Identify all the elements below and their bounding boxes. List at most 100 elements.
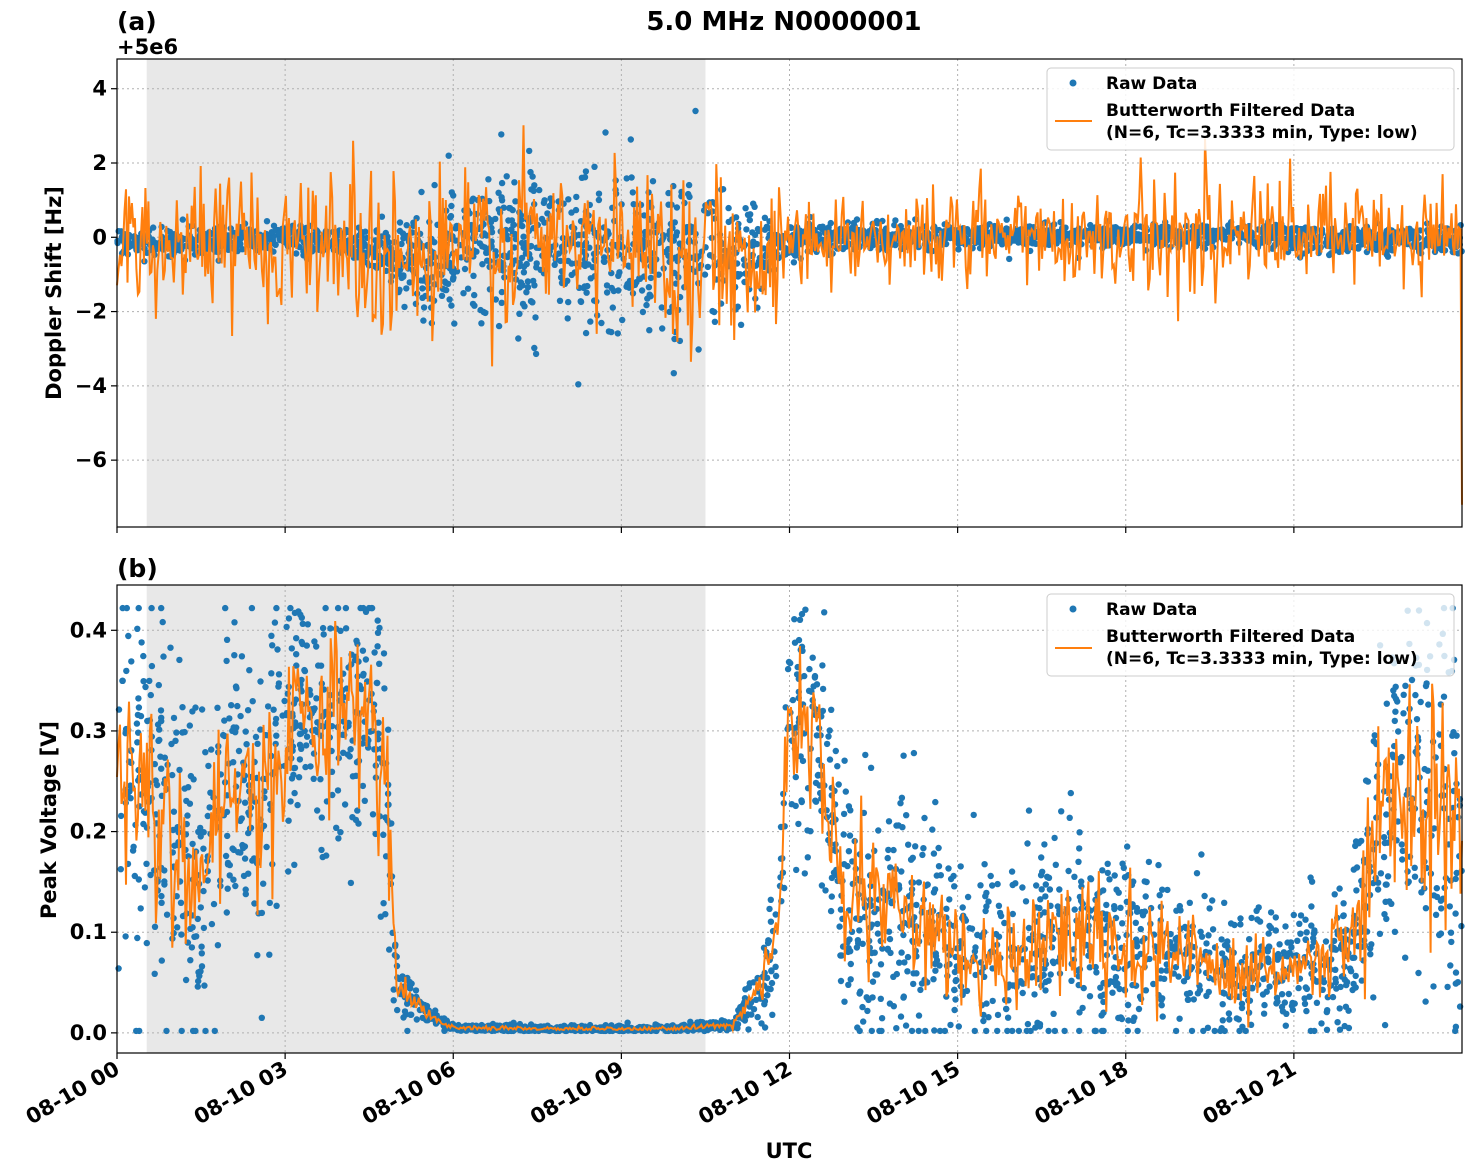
raw-data-point <box>1076 845 1083 852</box>
raw-data-point <box>591 163 598 170</box>
raw-data-point <box>1402 682 1409 689</box>
raw-data-point <box>1248 914 1255 922</box>
raw-data-point <box>627 136 634 143</box>
raw-data-point <box>1038 854 1045 861</box>
raw-data-point <box>246 667 253 674</box>
raw-data-point <box>1452 980 1460 987</box>
raw-data-point <box>1113 886 1120 893</box>
raw-data-point <box>867 764 875 771</box>
raw-data-point <box>304 621 311 628</box>
raw-data-point <box>737 321 745 328</box>
raw-data-point <box>1336 1026 1344 1033</box>
raw-data-point <box>811 674 819 681</box>
raw-data-point <box>133 720 141 727</box>
raw-data-point <box>143 939 150 947</box>
raw-data-point <box>1402 954 1409 961</box>
raw-data-point <box>373 679 380 687</box>
raw-data-point <box>1058 808 1065 815</box>
raw-data-point <box>575 381 582 388</box>
raw-data-point <box>155 737 162 744</box>
raw-data-point <box>1282 1022 1290 1029</box>
raw-data-point <box>1340 900 1347 907</box>
raw-data-point <box>1019 884 1026 891</box>
raw-data-point <box>994 880 1001 888</box>
raw-data-point <box>158 714 165 721</box>
raw-data-point <box>898 868 905 875</box>
raw-data-point <box>595 196 603 204</box>
raw-data-point <box>985 898 992 905</box>
raw-data-point <box>1125 1017 1132 1024</box>
raw-data-point <box>1004 1027 1011 1035</box>
raw-data-point <box>685 181 693 189</box>
raw-data-point <box>385 726 392 733</box>
raw-data-point <box>140 820 147 828</box>
raw-data-point <box>293 651 300 658</box>
raw-data-point <box>692 107 699 115</box>
raw-data-point <box>1135 1005 1143 1013</box>
raw-data-point <box>376 660 383 667</box>
raw-data-point <box>704 263 712 271</box>
raw-data-point <box>252 733 260 741</box>
raw-data-point <box>446 296 453 303</box>
raw-data-point <box>122 933 129 940</box>
raw-data-point <box>498 179 506 187</box>
raw-data-point <box>307 763 314 770</box>
raw-data-point <box>160 653 167 660</box>
raw-data-point <box>908 1027 916 1035</box>
raw-data-point <box>266 899 273 907</box>
raw-data-point <box>342 604 350 612</box>
raw-data-point <box>273 902 280 909</box>
raw-data-point <box>393 953 400 960</box>
raw-data-point <box>378 213 386 220</box>
raw-data-point <box>957 863 964 870</box>
raw-data-point <box>311 638 318 645</box>
panel-b: 0.00.10.20.30.4 (b) Peak Voltage [V] Raw… <box>37 554 1465 1059</box>
raw-data-point <box>368 604 376 612</box>
raw-data-point <box>509 206 516 214</box>
raw-data-point <box>951 883 958 890</box>
raw-data-point <box>1176 1015 1183 1022</box>
raw-data-point <box>935 844 942 852</box>
raw-data-point <box>809 654 816 661</box>
raw-data-point <box>531 282 538 289</box>
raw-data-point <box>401 303 408 311</box>
raw-data-point <box>602 129 609 136</box>
raw-data-point <box>169 771 176 779</box>
raw-data-point <box>968 925 976 932</box>
raw-data-point <box>403 222 410 229</box>
raw-data-point <box>403 285 410 292</box>
raw-data-point <box>1033 882 1040 889</box>
raw-data-point <box>598 319 605 327</box>
raw-data-point <box>1350 980 1357 988</box>
raw-data-point <box>1432 911 1440 918</box>
raw-data-point <box>701 271 709 278</box>
raw-data-point <box>1180 978 1188 985</box>
raw-data-point <box>844 219 852 226</box>
raw-data-point <box>431 239 438 246</box>
raw-data-point <box>147 691 154 699</box>
raw-data-point <box>1274 998 1281 1005</box>
raw-data-point <box>1345 1024 1353 1032</box>
raw-data-point <box>1380 834 1388 841</box>
raw-data-point <box>1272 914 1280 921</box>
raw-data-point <box>1295 984 1302 992</box>
raw-data-point <box>1332 979 1340 986</box>
raw-data-point <box>899 824 906 831</box>
raw-data-point <box>874 930 882 937</box>
raw-data-point <box>766 905 773 913</box>
raw-data-point <box>1362 777 1370 784</box>
raw-data-point <box>1265 930 1272 937</box>
raw-data-point <box>137 712 145 720</box>
raw-data-point <box>920 845 927 852</box>
raw-data-point <box>1209 897 1216 904</box>
raw-data-point <box>750 200 757 207</box>
raw-data-point <box>1038 886 1045 893</box>
raw-data-point <box>951 1006 958 1014</box>
raw-data-point <box>989 882 996 889</box>
raw-data-point <box>470 272 477 279</box>
raw-data-point <box>1078 878 1085 885</box>
raw-data-point <box>804 854 811 861</box>
raw-data-point <box>135 876 142 883</box>
raw-data-point <box>1370 994 1377 1001</box>
raw-data-point <box>272 715 280 723</box>
